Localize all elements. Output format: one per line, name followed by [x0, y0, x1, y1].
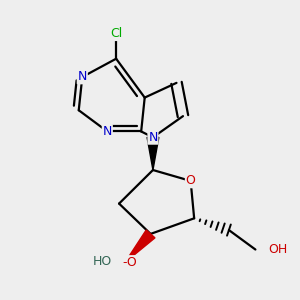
Text: N: N: [103, 125, 112, 138]
Text: -O: -O: [122, 256, 137, 269]
Text: Cl: Cl: [110, 27, 122, 40]
Polygon shape: [125, 230, 155, 262]
Text: OH: OH: [269, 243, 288, 256]
Text: N: N: [148, 131, 158, 144]
Text: N: N: [78, 70, 87, 83]
Text: HO: HO: [92, 254, 112, 268]
Text: H: H: [99, 256, 109, 269]
Polygon shape: [147, 137, 159, 170]
Text: O: O: [186, 174, 196, 188]
